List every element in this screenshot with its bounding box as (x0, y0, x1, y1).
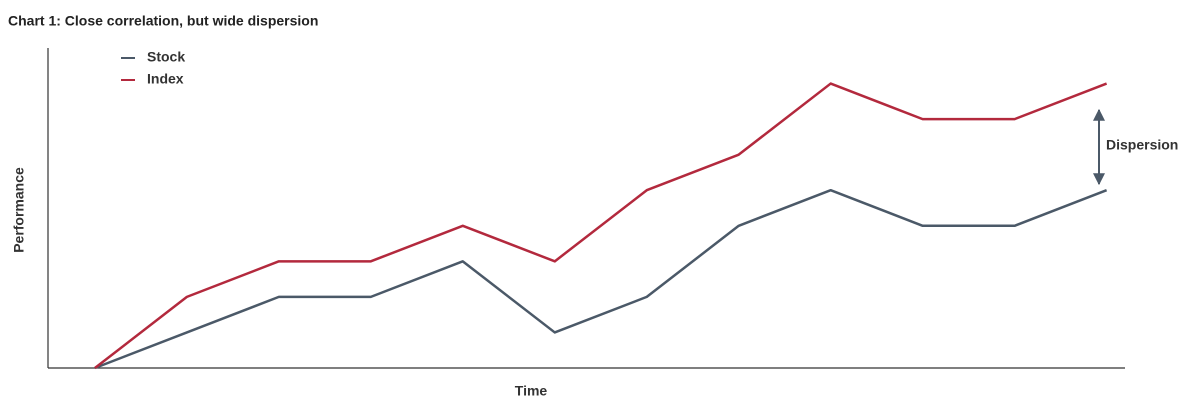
line (94, 188, 1108, 370)
x-axis-label: Time (515, 383, 548, 399)
y-axis-label: Performance (11, 167, 27, 253)
legend-label: Index (147, 71, 184, 87)
legend-label: Stock (147, 49, 185, 65)
chart-title: Chart 1: Close correlation, but wide dis… (8, 13, 318, 29)
annotation: Dispersion (1106, 137, 1178, 153)
line (94, 82, 1108, 369)
